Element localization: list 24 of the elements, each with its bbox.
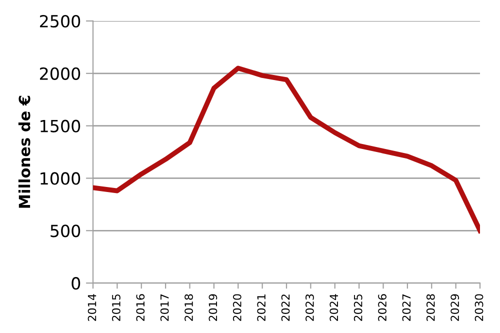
x-tick-label: 2024 bbox=[330, 294, 338, 321]
x-tick-label: 2017 bbox=[160, 294, 169, 321]
x-tick-label: 2028 bbox=[426, 294, 435, 321]
x-tick-label: 2021 bbox=[257, 294, 266, 321]
y-tick-label: 0 bbox=[72, 277, 80, 290]
x-tick-label: 2016 bbox=[136, 294, 145, 321]
x-tick-label: 2030 bbox=[474, 294, 484, 321]
x-tick-label: 2014 bbox=[88, 294, 96, 321]
x-tick-label: 2018 bbox=[184, 294, 193, 321]
y-tick-label: 1500 bbox=[40, 120, 80, 132]
y-tick-label: 2000 bbox=[40, 67, 80, 80]
x-tick-label: 2025 bbox=[354, 294, 362, 321]
x-tick-label: 2022 bbox=[281, 294, 290, 321]
x-tick-label: 2027 bbox=[402, 294, 411, 321]
x-tick-label: 2019 bbox=[208, 294, 218, 321]
y-tick-label: 500 bbox=[50, 224, 80, 238]
x-tick-label: 2015 bbox=[112, 294, 120, 321]
x-tick-label: 2023 bbox=[306, 294, 314, 321]
y-axis-title: Millones de € bbox=[18, 96, 30, 208]
x-tick-label: 2026 bbox=[378, 294, 386, 321]
x-tick-label: 2020 bbox=[232, 294, 242, 321]
x-tick-label: 2029 bbox=[450, 294, 460, 321]
y-tick-label: 2500 bbox=[40, 14, 80, 28]
y-tick-label: 1000 bbox=[40, 172, 80, 185]
